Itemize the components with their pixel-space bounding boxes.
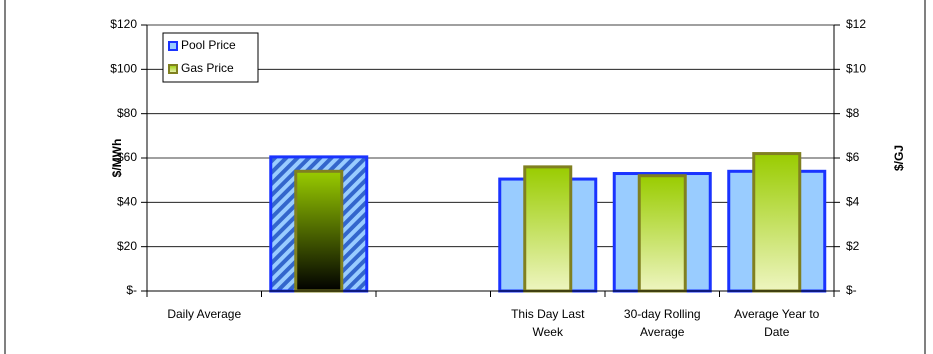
y-tick-label: $- bbox=[126, 283, 137, 297]
y2-tick-label: $12 bbox=[846, 17, 866, 31]
y2-tick-label: $10 bbox=[846, 62, 866, 76]
legend-label: Gas Price bbox=[181, 61, 234, 75]
legend-box bbox=[162, 32, 259, 83]
x-tick-label: 30-day Rolling Average bbox=[623, 307, 701, 339]
legend-swatch bbox=[168, 41, 178, 51]
chart-border bbox=[4, 0, 926, 354]
y2-tick-label: $6 bbox=[846, 150, 860, 164]
bar bbox=[752, 152, 802, 293]
y-axis-label: $/MWh bbox=[110, 139, 124, 178]
bar bbox=[294, 169, 344, 293]
y2-tick-label: $4 bbox=[846, 195, 860, 209]
bar bbox=[637, 174, 687, 293]
y2-tick-label: $2 bbox=[846, 239, 860, 253]
y-tick-label: $20 bbox=[117, 239, 137, 253]
y-tick-label: $40 bbox=[117, 195, 137, 209]
y-tick-label: $80 bbox=[117, 106, 137, 120]
y2-axis-label: $/GJ bbox=[892, 145, 906, 171]
x-tick-label: This Day Last Week bbox=[511, 307, 585, 339]
y-tick-label: $120 bbox=[110, 17, 137, 31]
bar bbox=[523, 165, 573, 293]
legend-swatch bbox=[168, 64, 178, 74]
y-tick-label: $100 bbox=[110, 62, 137, 76]
x-tick-label: Average Year to Date bbox=[734, 307, 820, 339]
y-tick-label: $60 bbox=[117, 150, 137, 164]
y2-tick-label: $8 bbox=[846, 106, 860, 120]
legend-label: Pool Price bbox=[181, 38, 236, 52]
y2-tick-label: $- bbox=[846, 283, 857, 297]
x-tick-label: Daily Average bbox=[167, 307, 242, 321]
